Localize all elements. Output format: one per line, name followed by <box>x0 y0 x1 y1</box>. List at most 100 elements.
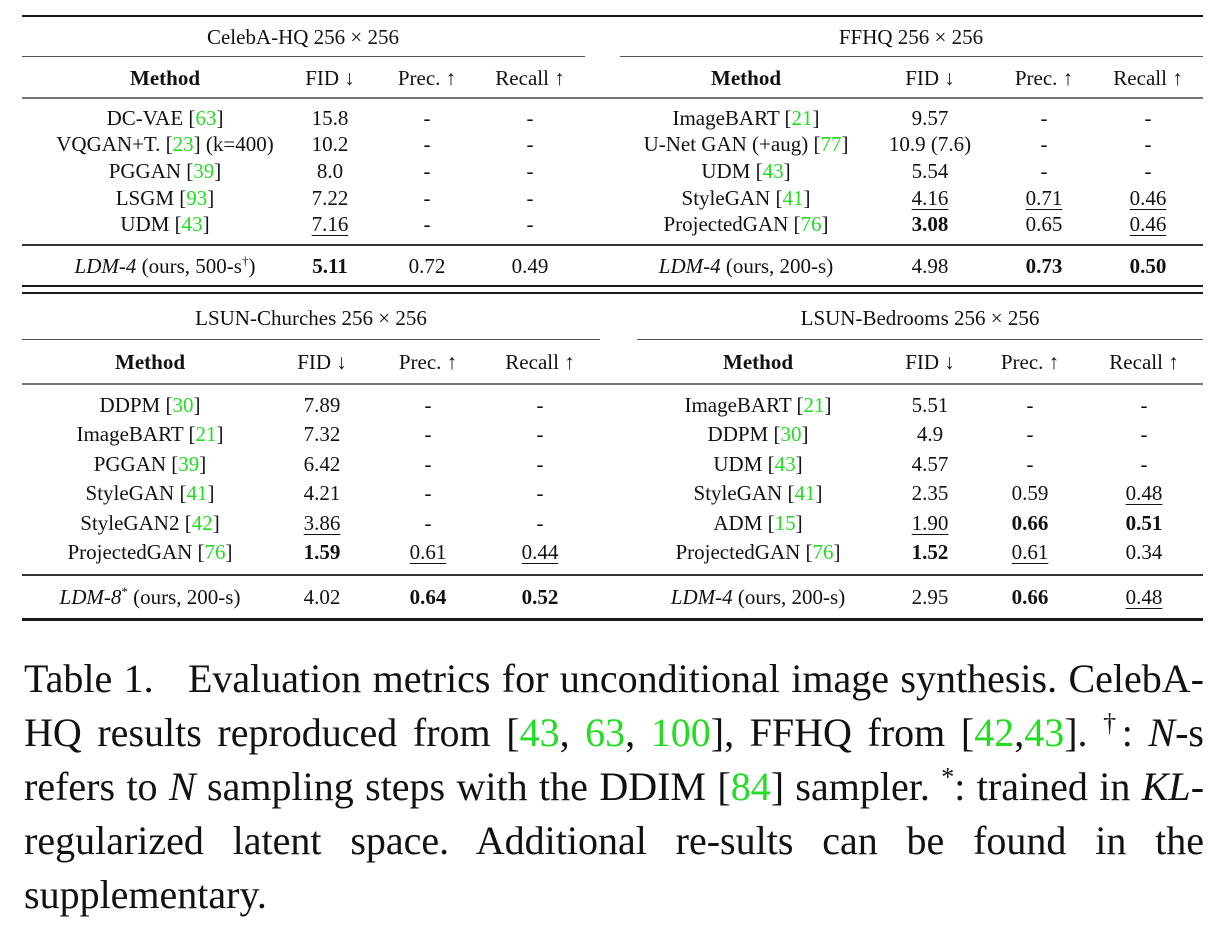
prec-value: - <box>423 186 431 210</box>
ours-fid-value: 4.02 <box>303 585 341 609</box>
header-rule-bottom <box>22 383 1203 385</box>
fid-value: 7.89 <box>303 393 341 417</box>
prec-value: - <box>423 106 431 130</box>
citation-link[interactable]: 100 <box>650 710 711 755</box>
citation-link[interactable]: 43 <box>774 452 796 476</box>
column-header: Prec. ↑ <box>398 350 458 374</box>
recall-value: 0.34 <box>1125 540 1163 564</box>
method-name: PGGAN [39] <box>93 452 207 476</box>
citation-link[interactable]: 41 <box>186 481 208 505</box>
citation-link[interactable]: 23 <box>172 132 194 156</box>
citation-link[interactable]: 21 <box>195 422 217 446</box>
cmidrule-churches <box>22 339 600 340</box>
method-name: DDPM [30] <box>99 393 201 417</box>
fid-value: 10.9 (7.6) <box>888 132 972 156</box>
citation-link[interactable]: 77 <box>820 132 842 156</box>
recall-value: - <box>526 159 534 183</box>
fid-value: 5.51 <box>911 393 949 417</box>
citation-link[interactable]: 30 <box>172 393 194 417</box>
citation-link[interactable]: 43 <box>519 710 560 755</box>
citation-link[interactable]: 41 <box>782 186 804 210</box>
ours-method-name: LDM-4 (ours, 500-s†) <box>74 253 256 278</box>
cmidrule-celeba <box>22 56 585 57</box>
recall-value: - <box>536 511 544 535</box>
prec-value: - <box>423 159 431 183</box>
method-name: ImageBART [21] <box>672 106 820 130</box>
citation-link[interactable]: 43 <box>1024 710 1065 755</box>
method-name: PGGAN [39] <box>108 159 222 183</box>
bottom-rule <box>22 618 1203 621</box>
method-name: DDPM [30] <box>707 422 809 446</box>
prec-value: - <box>1040 132 1048 156</box>
ours-prec-value: 0.66 <box>1011 585 1049 609</box>
citation-link[interactable]: 15 <box>774 511 796 535</box>
fid-value: 4.57 <box>911 452 949 476</box>
method-name: U-Net GAN (+aug) [77] <box>643 132 849 156</box>
ours-fid-value: 5.11 <box>312 254 348 278</box>
prec-value: 0.61 <box>409 540 447 564</box>
method-name: ImageBART [21] <box>76 422 224 446</box>
caption-body: Evaluation metrics for unconditional ima… <box>24 656 1205 917</box>
citation-link[interactable]: 42 <box>974 710 1015 755</box>
fid-value: 7.32 <box>303 422 341 446</box>
citation-link[interactable]: 30 <box>780 422 802 446</box>
citation-link[interactable]: 21 <box>791 106 813 130</box>
top-rule <box>22 15 1203 17</box>
method-name: StyleGAN2 [42] <box>80 511 220 535</box>
column-header: Recall ↑ <box>1109 350 1179 374</box>
column-header: Prec. ↑ <box>397 66 457 90</box>
citation-link[interactable]: 41 <box>794 481 816 505</box>
column-header: Method <box>130 66 200 90</box>
citation-link[interactable]: 39 <box>193 159 215 183</box>
citation-link[interactable]: 84 <box>730 764 771 809</box>
prec-value: 0.65 <box>1025 212 1063 236</box>
citation-link[interactable]: 21 <box>803 393 825 417</box>
ours-recall-value: 0.48 <box>1125 585 1163 609</box>
fid-value: 1.90 <box>911 511 949 535</box>
fid-value: 7.16 <box>311 212 349 236</box>
citation-link[interactable]: 93 <box>186 186 208 210</box>
citation-link[interactable]: 63 <box>195 106 217 130</box>
recall-value: - <box>1144 132 1152 156</box>
recall-value: - <box>1140 393 1148 417</box>
column-header: FID ↓ <box>305 66 355 90</box>
ours-method-name: LDM-8* (ours, 200-s) <box>59 584 241 609</box>
citation-link[interactable]: 42 <box>191 511 213 535</box>
prec-value: - <box>424 393 432 417</box>
prec-value: 0.66 <box>1011 511 1049 535</box>
fid-value: 6.42 <box>303 452 341 476</box>
cmidrule-bedrooms <box>637 339 1203 340</box>
fid-value: 4.21 <box>303 481 341 505</box>
fid-value: 9.57 <box>911 106 949 130</box>
citation-link[interactable]: 76 <box>204 540 226 564</box>
table-title: LSUN-Bedrooms 256 × 256 <box>800 306 1040 330</box>
citation-link[interactable]: 43 <box>762 159 784 183</box>
method-name: ADM [15] <box>713 511 803 535</box>
citation-link[interactable]: 43 <box>181 212 203 236</box>
recall-value: 0.46 <box>1129 186 1167 210</box>
ours-method-name: LDM-4 (ours, 200-s) <box>658 254 834 278</box>
citation-link[interactable]: 76 <box>812 540 834 564</box>
recall-value: - <box>1140 452 1148 476</box>
prec-value: 0.61 <box>1011 540 1049 564</box>
prec-value: - <box>1026 422 1034 446</box>
recall-value: - <box>536 481 544 505</box>
prec-value: - <box>423 132 431 156</box>
citation-link[interactable]: 76 <box>800 212 822 236</box>
prec-value: - <box>423 212 431 236</box>
method-name: StyleGAN [41] <box>681 186 811 210</box>
fid-value: 4.16 <box>911 186 949 210</box>
prec-value: - <box>424 481 432 505</box>
column-header: Recall ↑ <box>505 350 575 374</box>
recall-value: - <box>526 132 534 156</box>
recall-value: - <box>536 422 544 446</box>
prec-value: - <box>1026 393 1034 417</box>
method-name: ProjectedGAN [76] <box>675 540 841 564</box>
citation-link[interactable]: 39 <box>178 452 200 476</box>
fid-value: 4.9 <box>916 422 944 446</box>
fid-value: 5.54 <box>911 159 949 183</box>
citation-link[interactable]: 63 <box>585 710 626 755</box>
method-name: ImageBART [21] <box>684 393 832 417</box>
fid-value: 2.35 <box>911 481 949 505</box>
recall-value: - <box>526 212 534 236</box>
